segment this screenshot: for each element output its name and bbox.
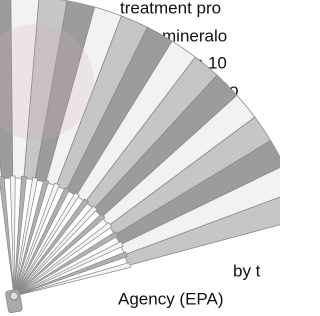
text-line: treatment pro bbox=[120, 0, 221, 17]
text-line: Agency (EPA) bbox=[118, 289, 224, 308]
page: {"text_lines": ["treatment pro", "minera… bbox=[0, 0, 320, 316]
screen: treatment pro mineralo in 10 pro u by t … bbox=[0, 0, 280, 316]
text-line: by t bbox=[233, 261, 261, 280]
fan-pivot bbox=[10, 292, 18, 300]
